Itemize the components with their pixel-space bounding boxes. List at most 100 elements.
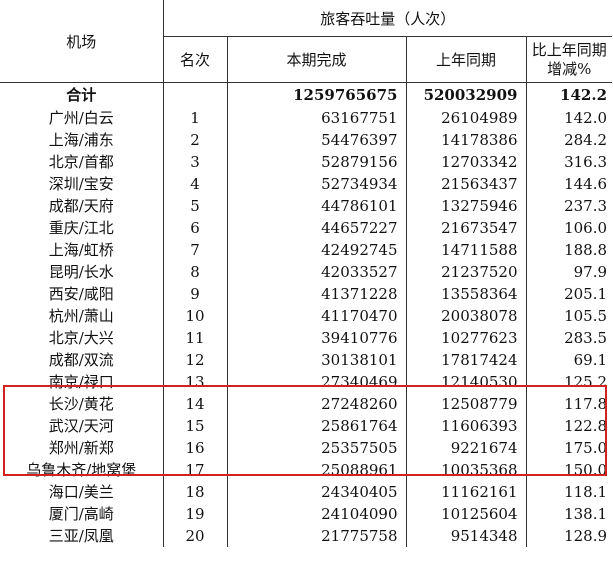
change-cell: 284.2 <box>564 131 608 149</box>
rank-cell: 12 <box>163 349 228 371</box>
table-row: 上海/虹桥 7 42492745 14711588 188.8 <box>0 239 612 261</box>
rank-cell: 2 <box>163 129 228 151</box>
last-year-cell: 13558364 <box>406 283 527 305</box>
table-row: 北京/大兴 11 39410776 10277623 283.5 <box>0 327 612 349</box>
rank-cell: 14 <box>163 393 228 415</box>
change-cell: 142.0 <box>564 109 608 127</box>
change-cell: 175.0 <box>564 439 608 457</box>
airport-name-cell: 海口/美兰 <box>0 481 164 503</box>
change-cell: 205.1 <box>564 285 608 303</box>
change-cell: 69.1 <box>573 351 608 369</box>
rank-cell: 8 <box>163 261 228 283</box>
rank-cell: 20 <box>163 525 228 547</box>
airport-name-cell: 三亚/凤凰 <box>0 525 164 547</box>
last-year-cell: 12508779 <box>406 393 527 415</box>
rank-cell: 19 <box>163 503 228 525</box>
total-current: 1259765675 <box>227 82 407 107</box>
change-cell: 105.5 <box>564 307 608 325</box>
table-row: 成都/双流 12 30138101 17817424 69.1 <box>0 349 612 371</box>
table-row: 海口/美兰 18 24340405 11162161 118.1 <box>0 481 612 503</box>
change-cell: 117.8 <box>564 395 608 413</box>
table-row: 成都/天府 5 44786101 13275946 237.3 <box>0 195 612 217</box>
header-rank: 名次 <box>163 36 228 83</box>
rank-cell: 10 <box>163 305 228 327</box>
rank-cell: 3 <box>163 151 228 173</box>
airport-name-cell: 郑州/新郑 <box>0 437 164 459</box>
airport-name-cell: 昆明/长水 <box>0 261 164 283</box>
table-row: 厦门/高崎 19 24104090 10125604 138.1 <box>0 503 612 525</box>
last-year-cell: 14178386 <box>406 129 527 151</box>
last-year-cell: 21237520 <box>406 261 527 283</box>
rank-cell: 5 <box>163 195 228 217</box>
airport-name-cell: 西安/咸阳 <box>0 283 164 305</box>
header-current-period: 本期完成 <box>227 36 407 83</box>
rank-cell: 11 <box>163 327 228 349</box>
table-row: 南京/禄口 13 27340469 12140530 125.2 <box>0 371 612 393</box>
airport-name-cell: 深圳/宝安 <box>0 173 164 195</box>
change-cell: 316.3 <box>564 153 608 171</box>
change-cell: 283.5 <box>564 329 608 347</box>
current-cell: 41371228 <box>227 283 407 305</box>
last-year-cell: 10035368 <box>406 459 527 481</box>
current-cell: 30138101 <box>227 349 407 371</box>
airport-name-cell: 武汉/天河 <box>0 415 164 437</box>
change-cell: 97.9 <box>573 263 608 281</box>
table-row: 深圳/宝安 4 52734934 21563437 144.6 <box>0 173 612 195</box>
header-change-percent: 比上年同期 增减% <box>526 36 613 83</box>
airport-name-cell: 南京/禄口 <box>0 371 164 393</box>
rank-cell: 4 <box>163 173 228 195</box>
airport-name-cell: 厦门/高崎 <box>0 503 164 525</box>
total-change: 142.2 <box>560 86 608 104</box>
header-same-period-last-year: 上年同期 <box>406 36 527 83</box>
table-row: 郑州/新郑 16 25357505 9221674 175.0 <box>0 437 612 459</box>
change-cell: 237.3 <box>564 197 608 215</box>
last-year-cell: 21673547 <box>406 217 527 239</box>
header-change-line1: 比上年同期 <box>531 40 607 59</box>
rank-cell: 18 <box>163 481 228 503</box>
change-cell: 144.6 <box>564 175 608 193</box>
airport-name-cell: 杭州/萧山 <box>0 305 164 327</box>
total-row: 合计 1259765675 520032909 142.2 <box>0 82 612 107</box>
table-body: 合计 1259765675 520032909 142.2 广州/白云 1 6316… <box>0 82 612 547</box>
last-year-cell: 21563437 <box>406 173 527 195</box>
current-cell: 21775758 <box>227 525 407 547</box>
last-year-cell: 9221674 <box>406 437 527 459</box>
table-row: 杭州/萧山 10 41170470 20038078 105.5 <box>0 305 612 327</box>
change-cell: 188.8 <box>564 241 608 259</box>
current-cell: 24340405 <box>227 481 407 503</box>
last-year-cell: 13275946 <box>406 195 527 217</box>
rank-cell: 17 <box>163 459 228 481</box>
change-cell: 106.0 <box>564 219 608 237</box>
last-year-cell: 17817424 <box>406 349 527 371</box>
rank-cell: 7 <box>163 239 228 261</box>
current-cell: 25357505 <box>227 437 407 459</box>
change-cell: 118.1 <box>564 483 608 501</box>
airport-name-cell: 北京/首都 <box>0 151 164 173</box>
current-cell: 54476397 <box>227 129 407 151</box>
table-row: 武汉/天河 15 25861764 11606393 122.8 <box>0 415 612 437</box>
current-cell: 52879156 <box>227 151 407 173</box>
total-last-year: 520032909 <box>406 82 527 107</box>
last-year-cell: 9514348 <box>406 525 527 547</box>
airport-name-cell: 成都/双流 <box>0 349 164 371</box>
current-cell: 44786101 <box>227 195 407 217</box>
airport-traffic-table: 机场 旅客吞吐量（人次） 名次 本期完成 上年同期 比上年同期 增减% 合计 1… <box>0 0 613 547</box>
last-year-cell: 10277623 <box>406 327 527 349</box>
last-year-cell: 14711588 <box>406 239 527 261</box>
last-year-cell: 11162161 <box>406 481 527 503</box>
airport-name-cell: 上海/浦东 <box>0 129 164 151</box>
last-year-cell: 11606393 <box>406 415 527 437</box>
table-row: 西安/咸阳 9 41371228 13558364 205.1 <box>0 283 612 305</box>
rank-cell: 13 <box>163 371 228 393</box>
last-year-cell: 10125604 <box>406 503 527 525</box>
total-label: 合计 <box>0 82 164 107</box>
table-row: 昆明/长水 8 42033527 21237520 97.9 <box>0 261 612 283</box>
table-row: 三亚/凤凰 20 21775758 9514348 128.9 <box>0 525 612 547</box>
current-cell: 42492745 <box>227 239 407 261</box>
table-row: 广州/白云 1 63167751 26104989 142.0 <box>0 107 612 129</box>
change-cell: 128.9 <box>564 527 608 545</box>
rank-cell: 1 <box>163 107 228 129</box>
current-cell: 52734934 <box>227 173 407 195</box>
current-cell: 25861764 <box>227 415 407 437</box>
